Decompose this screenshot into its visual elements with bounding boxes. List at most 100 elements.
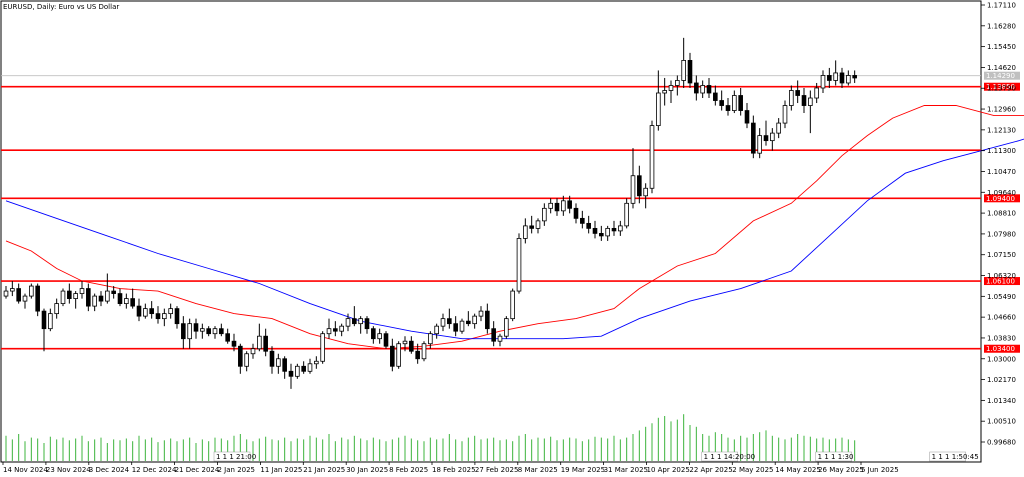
candle xyxy=(130,288,135,309)
candle-body-bull xyxy=(624,202,629,227)
candle-body-bull xyxy=(10,288,15,292)
candle xyxy=(326,318,332,339)
candle xyxy=(833,60,838,86)
candle-body-bull xyxy=(307,363,313,372)
candle-body-bull xyxy=(105,290,110,302)
candle-body-bear xyxy=(586,222,591,229)
candle xyxy=(580,210,585,229)
date-tick-label: 12 Dec 2024 xyxy=(132,466,177,474)
candle xyxy=(225,328,230,344)
candle xyxy=(396,341,401,369)
candle-body-bull xyxy=(662,90,667,94)
candle-body-bull xyxy=(326,328,332,335)
candle xyxy=(428,331,433,349)
candle-body-bull xyxy=(22,295,28,302)
date-tick-label: 21 Dec 2024 xyxy=(175,466,220,474)
candle-body-bear xyxy=(333,328,338,332)
candle xyxy=(630,148,636,209)
candle xyxy=(725,98,731,116)
price-tick-label: 1.12960 xyxy=(987,106,1016,114)
candle xyxy=(624,198,629,229)
candle-body-bull xyxy=(434,325,439,335)
candle-body-bear xyxy=(694,82,699,94)
date-tick-label: 10 Apr 2025 xyxy=(647,466,690,474)
candle xyxy=(485,303,490,334)
candle xyxy=(73,291,78,309)
candle xyxy=(846,70,851,86)
date-tick-label: 3 Dec 2024 xyxy=(89,466,130,474)
candle-body-bull xyxy=(700,85,705,94)
candle-body-bear xyxy=(485,310,490,330)
candle xyxy=(415,343,420,364)
candle-body-bull xyxy=(561,200,566,212)
candle-body-bear xyxy=(738,95,743,111)
candle xyxy=(611,220,617,236)
candle xyxy=(732,90,737,114)
candle xyxy=(662,77,667,106)
candle xyxy=(814,82,819,104)
candle xyxy=(827,67,832,88)
separator-label: 1 1 1 14:20:00 xyxy=(704,453,755,461)
candle xyxy=(618,220,623,236)
candle xyxy=(738,87,743,116)
candle xyxy=(48,308,53,332)
candle xyxy=(523,218,528,244)
candle-body-bear xyxy=(554,202,560,212)
moving-average-line xyxy=(5,105,1024,350)
candle-body-bull xyxy=(681,60,686,81)
candle-body-bear xyxy=(580,217,585,224)
candle xyxy=(288,363,294,389)
candle xyxy=(852,70,857,83)
candle xyxy=(54,298,59,319)
candle-body-bear xyxy=(16,288,21,302)
candle-body-bear xyxy=(67,290,72,299)
level-price-label: 1.03400 xyxy=(986,345,1015,353)
separator-label: 1 1 1 1:30 xyxy=(818,453,854,461)
candle-body-bull xyxy=(320,333,325,362)
candle-body-bull xyxy=(808,97,813,106)
candle xyxy=(561,195,566,216)
candle-body-bull xyxy=(200,328,205,332)
candle xyxy=(168,303,173,319)
horizontal-levels-layer: 1.13850 1.09400 1.06100 1.03400 1.14290 xyxy=(1,71,1020,353)
date-tick-label: 8 Feb 2025 xyxy=(389,466,428,474)
candle-body-bear xyxy=(364,318,370,330)
candle-body-bear xyxy=(288,370,294,377)
current-price-label: 1.14290 xyxy=(986,72,1015,80)
candle xyxy=(504,316,509,339)
candle-body-bull xyxy=(60,290,66,305)
candle xyxy=(124,293,129,309)
price-tick-label: 1.15450 xyxy=(987,43,1016,51)
candle xyxy=(10,281,15,297)
candle-body-bear xyxy=(801,95,807,106)
candle xyxy=(238,343,243,374)
date-tick-label: 18 Feb 2025 xyxy=(432,466,476,474)
candle xyxy=(105,273,110,304)
candle-body-bull xyxy=(187,323,192,340)
candle xyxy=(649,120,655,194)
date-tick-label: 2 May 2025 xyxy=(732,466,773,474)
candle-body-bull xyxy=(814,87,819,99)
candle xyxy=(352,306,357,327)
candle xyxy=(206,326,211,337)
price-tick-label: 1.02170 xyxy=(987,376,1016,384)
separator-box xyxy=(701,451,738,462)
candle xyxy=(231,333,237,352)
candle-body-bear xyxy=(573,207,579,219)
candle-body-bear xyxy=(35,285,40,312)
candle xyxy=(706,77,712,99)
candle-body-bull xyxy=(295,365,300,377)
candle xyxy=(687,52,693,88)
candle-body-bear xyxy=(130,298,135,307)
candle-body-bear xyxy=(219,328,224,335)
level-price-label: 1.06100 xyxy=(986,278,1015,286)
candle-body-bull xyxy=(124,298,129,305)
candle-body-bear xyxy=(269,350,275,367)
candle xyxy=(200,323,205,339)
candle xyxy=(795,80,800,104)
price-tick-label: 1.16280 xyxy=(987,22,1016,30)
price-tick-label: 1.09640 xyxy=(987,189,1016,197)
candle-body-bear xyxy=(763,135,769,142)
